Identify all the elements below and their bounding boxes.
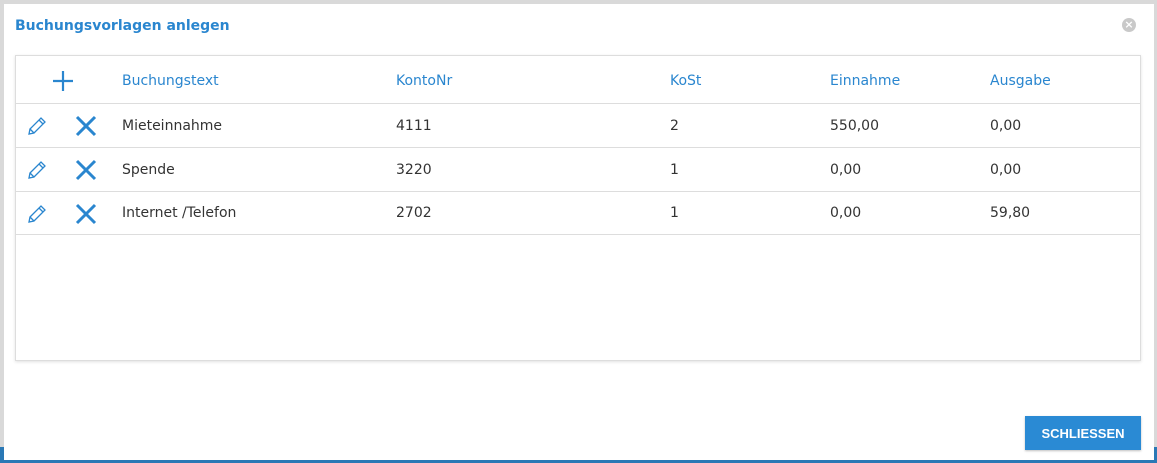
cell-einnahme: 550,00 xyxy=(830,117,879,134)
cell-kost: 2 xyxy=(670,117,679,134)
table-header: Buchungstext KontoNr KoSt Einnahme Ausga… xyxy=(16,59,1140,103)
templates-table: Buchungstext KontoNr KoSt Einnahme Ausga… xyxy=(15,55,1141,361)
cell-ausgabe: 0,00 xyxy=(990,117,1022,134)
pencil-icon[interactable] xyxy=(26,159,48,181)
dialog-title: Buchungsvorlagen anlegen xyxy=(15,18,230,34)
table-row: Internet /Telefon 2702 1 0,00 59,80 xyxy=(16,191,1140,235)
cell-kontonr: 4111 xyxy=(396,117,432,134)
cell-einnahme: 0,00 xyxy=(830,205,862,221)
cell-kost: 1 xyxy=(670,205,679,221)
cell-ausgabe: 0,00 xyxy=(990,161,1022,178)
close-icon[interactable]: × xyxy=(1122,18,1136,32)
pencil-icon[interactable] xyxy=(26,115,48,137)
header-ausgabe[interactable]: Ausgabe xyxy=(990,73,1051,89)
dialog: Buchungsvorlagen anlegen × Buchungstext … xyxy=(4,4,1154,460)
pencil-icon[interactable] xyxy=(26,203,48,225)
cell-kontonr: 2702 xyxy=(396,205,432,221)
delete-x-icon[interactable] xyxy=(75,115,97,137)
header-einnahme[interactable]: Einnahme xyxy=(830,73,901,89)
cell-einnahme: 0,00 xyxy=(830,161,862,178)
table-row: Spende 3220 1 0,00 0,00 xyxy=(16,147,1140,191)
cell-buchungstext: Spende xyxy=(122,161,175,178)
close-button[interactable]: SCHLIESSEN xyxy=(1025,416,1141,450)
header-kost[interactable]: KoSt xyxy=(670,73,702,89)
delete-x-icon[interactable] xyxy=(75,159,97,181)
add-icon[interactable] xyxy=(52,70,74,92)
table-row: Mieteinnahme 4111 2 550,00 0,00 xyxy=(16,103,1140,147)
cell-ausgabe: 59,80 xyxy=(990,205,1031,221)
cell-buchungstext: Mieteinnahme xyxy=(122,117,223,134)
cell-buchungstext: Internet /Telefon xyxy=(122,205,237,221)
cell-kontonr: 3220 xyxy=(396,161,432,178)
cell-kost: 1 xyxy=(670,161,679,178)
header-kontonr[interactable]: KontoNr xyxy=(396,73,453,89)
header-buchungstext[interactable]: Buchungstext xyxy=(122,73,219,89)
delete-x-icon[interactable] xyxy=(75,203,97,225)
